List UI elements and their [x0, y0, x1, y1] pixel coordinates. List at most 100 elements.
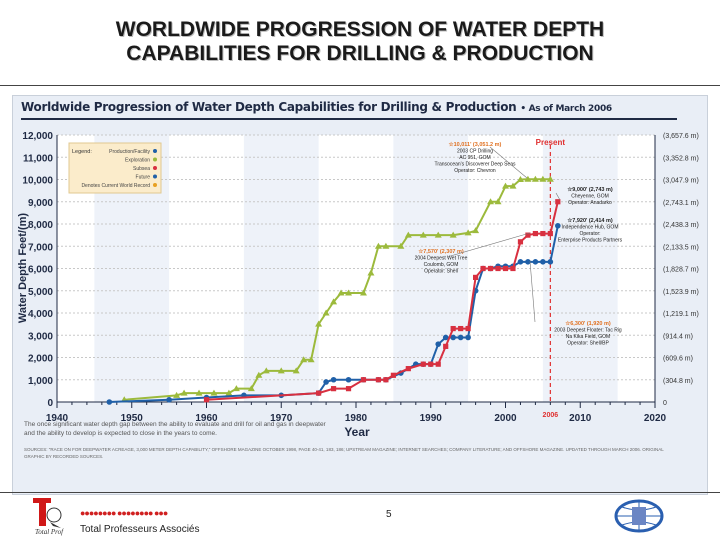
- bottom-rule: [0, 492, 720, 493]
- data-point: [166, 396, 172, 403]
- data-point: [539, 175, 547, 182]
- legend-box: [68, 142, 162, 194]
- annotation-line: AC 951, GOM: [459, 155, 490, 161]
- annotation-leader: [555, 192, 561, 201]
- top-rule: [0, 85, 720, 86]
- chart-subtitle: • As of March 2006: [520, 104, 612, 114]
- y2-tick-label: (3,352.8 m): [663, 155, 699, 162]
- page-number: 5: [386, 509, 392, 520]
- data-point: [443, 343, 449, 349]
- annotation-line: Operator: Anadarko: [568, 200, 612, 206]
- data-point: [517, 239, 524, 245]
- data-point: [292, 367, 300, 374]
- data-point: [547, 230, 553, 237]
- data-point: [465, 325, 471, 332]
- data-point: [532, 230, 538, 237]
- data-point: [555, 222, 561, 229]
- legend-entry: Exploration: [125, 158, 150, 164]
- data-point: [106, 399, 113, 405]
- legend-entry: Subsea: [133, 166, 150, 172]
- data-point: [375, 377, 382, 383]
- data-point: [546, 175, 554, 182]
- y-tick-label: 8,000: [28, 220, 53, 231]
- data-point: [420, 361, 426, 367]
- data-point: [307, 356, 315, 363]
- data-point: [404, 231, 412, 238]
- y-tick-label: 7,000: [28, 242, 53, 253]
- data-point: [367, 269, 375, 276]
- slide-title: WORLDWIDE PROGRESSION OF WATER DEPTH CAP…: [0, 18, 720, 66]
- x-tick-label: 1960: [195, 413, 218, 424]
- y2-tick-label: (3,047.9 m): [663, 178, 699, 185]
- legend-entry: Future: [136, 175, 151, 181]
- data-point: [330, 298, 338, 305]
- legend-marker: [153, 166, 157, 170]
- data-point: [359, 289, 367, 296]
- data-point: [300, 356, 308, 363]
- annotation-record: ☆9,000' (2,743 m): [567, 186, 613, 193]
- data-point: [277, 367, 285, 374]
- data-point: [435, 361, 441, 367]
- legend-marker: [153, 174, 157, 179]
- title-line-1: WORLDWIDE PROGRESSION OF WATER DEPTH: [115, 18, 605, 41]
- x-tick-label: 2010: [569, 413, 592, 424]
- annotation-line: 2003 Deepest Floater: Tac Rig: [554, 328, 622, 334]
- data-point: [494, 198, 502, 205]
- x-tick-label: 1950: [121, 413, 144, 424]
- legend-marker: [153, 183, 157, 187]
- data-point: [532, 259, 539, 265]
- y2-tick-label: (3,657.6 m): [663, 133, 699, 140]
- data-point: [487, 265, 494, 272]
- data-point: [480, 265, 486, 272]
- data-point: [457, 334, 464, 341]
- data-point: [419, 231, 427, 238]
- data-point: [509, 182, 517, 189]
- data-point: [405, 366, 411, 372]
- data-point: [525, 232, 531, 238]
- x-tick-label: 2000: [494, 413, 517, 424]
- data-point: [450, 334, 456, 341]
- annotation-line: Coulomb, GOM: [424, 262, 459, 268]
- annotation-line: Operator: Chevron: [454, 168, 496, 174]
- data-point: [225, 389, 233, 396]
- data-point: [487, 198, 495, 205]
- svg-text:Total Prof: Total Prof: [35, 528, 64, 536]
- legend-title: Legend:: [72, 149, 92, 155]
- data-point: [360, 377, 367, 383]
- data-point: [495, 265, 501, 272]
- annotation-leader: [529, 260, 536, 323]
- present-label: Present: [536, 138, 566, 147]
- y2-tick-label: 0: [663, 400, 667, 407]
- data-point: [330, 386, 337, 392]
- annotation-leader: [446, 232, 531, 258]
- data-point: [180, 389, 188, 396]
- annotation-leader: [489, 146, 528, 179]
- data-point: [547, 259, 554, 265]
- data-point: [502, 265, 509, 272]
- data-point: [247, 385, 255, 392]
- data-point: [345, 376, 352, 383]
- data-point: [531, 175, 539, 182]
- legend-marker: [153, 157, 157, 162]
- annotation-line: Independence Hub, GOM: [562, 225, 619, 231]
- data-point: [262, 367, 270, 374]
- x-tick-label: 1940: [46, 413, 69, 424]
- y2-tick-label: (609.6 m): [663, 356, 693, 363]
- annotation-record: ☆6,300' (1,920 m): [565, 320, 611, 327]
- data-point: [316, 390, 322, 396]
- data-point: [203, 397, 210, 403]
- data-point: [434, 231, 442, 238]
- data-point: [330, 376, 337, 383]
- data-point: [345, 386, 352, 392]
- data-point: [315, 320, 323, 327]
- data-point: [516, 176, 524, 182]
- y-tick-label: 5,000: [28, 287, 53, 298]
- legend-entry: Denotes Current World Record: [81, 183, 150, 189]
- data-point: [510, 265, 516, 272]
- data-point: [435, 341, 442, 347]
- company-name: Total Professeurs Associés: [80, 524, 200, 535]
- title-line-2: CAPABILITIES FOR DRILLING & PRODUCTION: [126, 42, 594, 65]
- data-point: [210, 389, 218, 396]
- data-point: [232, 385, 240, 392]
- x-tick-label: 1990: [420, 413, 443, 424]
